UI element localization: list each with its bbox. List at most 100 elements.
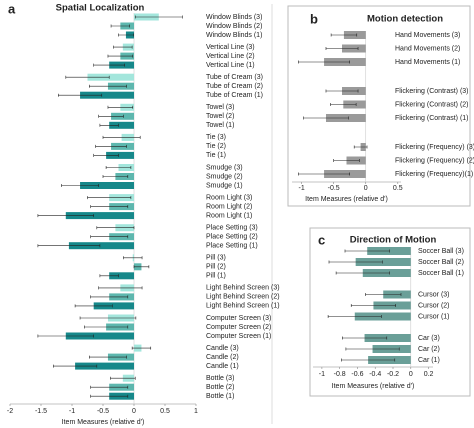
category-label: Flickering (Frequency) (3)	[395, 144, 474, 151]
x-tick-label: -1	[319, 371, 325, 378]
error-bar	[90, 295, 129, 299]
category-label: Window Blinds (1)	[206, 32, 262, 39]
category-label: Cursor (1)	[418, 313, 450, 320]
category-label: Car (3)	[418, 335, 440, 342]
error-bar	[330, 33, 358, 37]
x-tick-label: 1	[194, 408, 198, 415]
category-label: Soccer Ball (1)	[418, 270, 464, 277]
error-bar	[58, 93, 103, 97]
x-tick-label: -0.8	[334, 371, 346, 378]
bar	[354, 312, 411, 321]
category-label: Smudge (3)	[206, 164, 243, 171]
error-bar	[344, 249, 390, 253]
category-label: Place Setting (1)	[206, 243, 258, 250]
category-label: Place Setting (2)	[206, 234, 258, 241]
x-axis-label: Item Measures (relative d')	[332, 383, 415, 390]
category-label: Tube of Cream (3)	[206, 74, 263, 81]
panel-c-frame	[309, 227, 471, 397]
error-bar	[102, 175, 129, 178]
error-bar	[95, 144, 127, 148]
bar	[75, 362, 134, 370]
x-tick-label: 0	[364, 185, 368, 192]
x-tick-label: 0	[132, 408, 136, 415]
bar	[80, 182, 134, 189]
category-label: Flickering (Contrast) (3)	[395, 88, 469, 95]
x-tick-label: -0.6	[351, 371, 363, 378]
error-bar	[99, 274, 119, 278]
chart-title: Motion detection	[367, 14, 443, 25]
category-label: Light Behind Screen (2)	[206, 294, 280, 301]
panel-label: b	[310, 11, 318, 26]
chart-title: Direction of Motion	[350, 235, 437, 246]
category-label: Computer Screen (1)	[206, 333, 271, 340]
category-label: Tie (3)	[206, 134, 226, 141]
error-bar	[53, 364, 98, 368]
bar	[65, 212, 134, 220]
category-label: Candle (3)	[206, 345, 239, 352]
bar	[68, 242, 134, 250]
bar	[106, 151, 134, 159]
error-bar	[74, 304, 113, 308]
error-bar	[96, 226, 135, 230]
category-label: Soccer Ball (3)	[418, 248, 464, 255]
category-label: Room Light (3)	[206, 194, 252, 201]
bar	[93, 302, 134, 310]
bar	[109, 121, 134, 129]
error-bar	[350, 304, 396, 307]
panel-label: a	[8, 1, 16, 16]
error-bar	[89, 355, 127, 359]
error-bar	[107, 105, 134, 109]
x-tick-label: -1	[69, 408, 75, 415]
category-label: Vertical Line (2)	[206, 53, 255, 60]
category-label: Bottle (2)	[206, 384, 234, 391]
x-tick-label: 0.5	[160, 408, 170, 415]
category-label: Candle (2)	[206, 354, 239, 361]
category-label: Hand Movements (1)	[395, 59, 460, 66]
x-tick-label: -2	[7, 408, 13, 415]
panel-b-frame	[287, 5, 471, 207]
category-label: Room Light (1)	[206, 212, 252, 219]
category-label: Bottle (1)	[206, 393, 234, 400]
bar	[65, 332, 134, 340]
category-label: Flickering (Contrast) (1)	[395, 115, 469, 122]
error-bar	[298, 172, 351, 176]
error-bar	[102, 135, 141, 139]
bar	[355, 258, 411, 266]
x-tick-label: -0.2	[387, 371, 399, 378]
error-bar	[87, 196, 132, 200]
error-bar	[61, 184, 99, 187]
error-bar	[99, 123, 119, 127]
error-bar	[90, 235, 129, 239]
x-axis-label: Item Measures (relative d')	[305, 196, 388, 203]
category-label: Smudge (2)	[206, 173, 243, 180]
chart-title: Spatial Localization	[56, 3, 145, 14]
error-bar	[327, 315, 382, 318]
x-tick-label: -0.5	[328, 185, 340, 192]
error-bar	[105, 166, 132, 169]
category-label: Pill (3)	[206, 255, 226, 262]
error-bar	[298, 60, 351, 64]
error-bar	[89, 84, 127, 88]
category-label: Tie (1)	[206, 152, 226, 159]
error-bar	[133, 265, 150, 269]
category-label: Tube of Cream (1)	[206, 92, 263, 99]
error-bar	[123, 256, 143, 260]
category-label: Towel (3)	[206, 104, 234, 111]
error-bar	[345, 347, 400, 351]
category-label: Hand Movements (3)	[395, 32, 460, 39]
category-label: Vertical Line (3)	[206, 44, 255, 51]
category-label: Soccer Ball (2)	[418, 259, 464, 266]
error-bar	[110, 376, 136, 380]
error-bar	[93, 153, 119, 157]
error-bar	[37, 334, 94, 338]
category-label: Flickering (Frequency)(1)	[395, 171, 473, 178]
category-label: Cursor (2)	[418, 302, 450, 309]
bar	[109, 272, 134, 280]
category-label: Cursor (3)	[418, 291, 450, 298]
category-label: Tie (2)	[206, 143, 226, 150]
category-label: Pill (2)	[206, 264, 226, 271]
category-label: Room Light (2)	[206, 203, 252, 210]
bar	[80, 91, 134, 99]
panel-label: c	[318, 232, 325, 247]
